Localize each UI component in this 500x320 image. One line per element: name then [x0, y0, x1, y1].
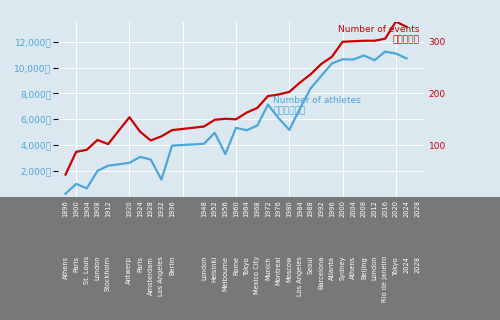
Text: 2028: 2028 — [414, 256, 420, 273]
Text: 1948: 1948 — [201, 200, 207, 217]
Text: 1900: 1900 — [73, 200, 79, 217]
Text: Los Angeles: Los Angeles — [158, 256, 164, 296]
Text: 1904: 1904 — [84, 200, 90, 217]
Text: 1896: 1896 — [62, 200, 68, 217]
Text: Moscow: Moscow — [286, 256, 292, 282]
Text: 2012: 2012 — [372, 200, 378, 217]
Text: Number of athletes
参加選手人数: Number of athletes 参加選手人数 — [274, 96, 361, 116]
Text: Tokyo: Tokyo — [244, 256, 250, 275]
Text: 2016: 2016 — [382, 200, 388, 217]
Text: 1992: 1992 — [318, 200, 324, 217]
Text: Melbourne: Melbourne — [222, 256, 228, 291]
Text: Munich: Munich — [265, 256, 271, 280]
Text: 1972: 1972 — [265, 200, 271, 217]
Text: Helsinki: Helsinki — [212, 256, 218, 282]
Text: Athens: Athens — [62, 256, 68, 279]
Text: Rio de Janeiro: Rio de Janeiro — [382, 256, 388, 302]
Text: Antwerp: Antwerp — [126, 256, 132, 284]
Text: Atlanta: Atlanta — [329, 256, 335, 280]
Text: Amsterdam: Amsterdam — [148, 256, 154, 295]
Text: 2024: 2024 — [404, 200, 409, 217]
Text: London: London — [201, 256, 207, 280]
Text: Berlin: Berlin — [169, 256, 175, 275]
Text: 1964: 1964 — [244, 200, 250, 217]
Text: Tokyo: Tokyo — [393, 256, 399, 275]
Text: 1920: 1920 — [126, 200, 132, 217]
Text: 1996: 1996 — [329, 200, 335, 217]
Text: 2024: 2024 — [404, 256, 409, 273]
Text: Seoul: Seoul — [308, 256, 314, 274]
Text: 1928: 1928 — [148, 200, 154, 217]
Text: Mexico City: Mexico City — [254, 256, 260, 294]
Text: 1968: 1968 — [254, 200, 260, 217]
Text: Number of events
大会競技数: Number of events 大会競技数 — [338, 25, 419, 44]
Text: 1912: 1912 — [105, 200, 111, 217]
Text: 1956: 1956 — [222, 200, 228, 217]
Text: Montreal: Montreal — [276, 256, 281, 285]
Text: 1932: 1932 — [158, 200, 164, 217]
Text: 1976: 1976 — [276, 200, 281, 217]
Text: Rome: Rome — [233, 256, 239, 275]
Text: Beijing: Beijing — [361, 256, 367, 279]
Text: London: London — [372, 256, 378, 280]
Text: St. Louis: St. Louis — [84, 256, 90, 284]
Text: Los Angeles: Los Angeles — [297, 256, 303, 296]
Text: Barcelona: Barcelona — [318, 256, 324, 289]
Text: Stockholm: Stockholm — [105, 256, 111, 291]
Text: 1980: 1980 — [286, 200, 292, 217]
Text: 1936: 1936 — [169, 200, 175, 217]
Text: 1984: 1984 — [297, 200, 303, 217]
Text: London: London — [94, 256, 100, 280]
Text: 1908: 1908 — [94, 200, 100, 217]
Text: Sydney: Sydney — [340, 256, 345, 280]
Text: 2008: 2008 — [361, 200, 367, 217]
Text: 2000: 2000 — [340, 200, 345, 217]
Text: 1960: 1960 — [233, 200, 239, 217]
Text: 1988: 1988 — [308, 200, 314, 217]
Text: 1924: 1924 — [137, 200, 143, 217]
Text: 2028: 2028 — [414, 200, 420, 217]
Text: Athens: Athens — [350, 256, 356, 279]
Text: 1952: 1952 — [212, 200, 218, 217]
Text: 2020: 2020 — [393, 200, 399, 217]
Text: Paris: Paris — [137, 256, 143, 272]
Text: Paris: Paris — [73, 256, 79, 272]
Text: 2004: 2004 — [350, 200, 356, 217]
